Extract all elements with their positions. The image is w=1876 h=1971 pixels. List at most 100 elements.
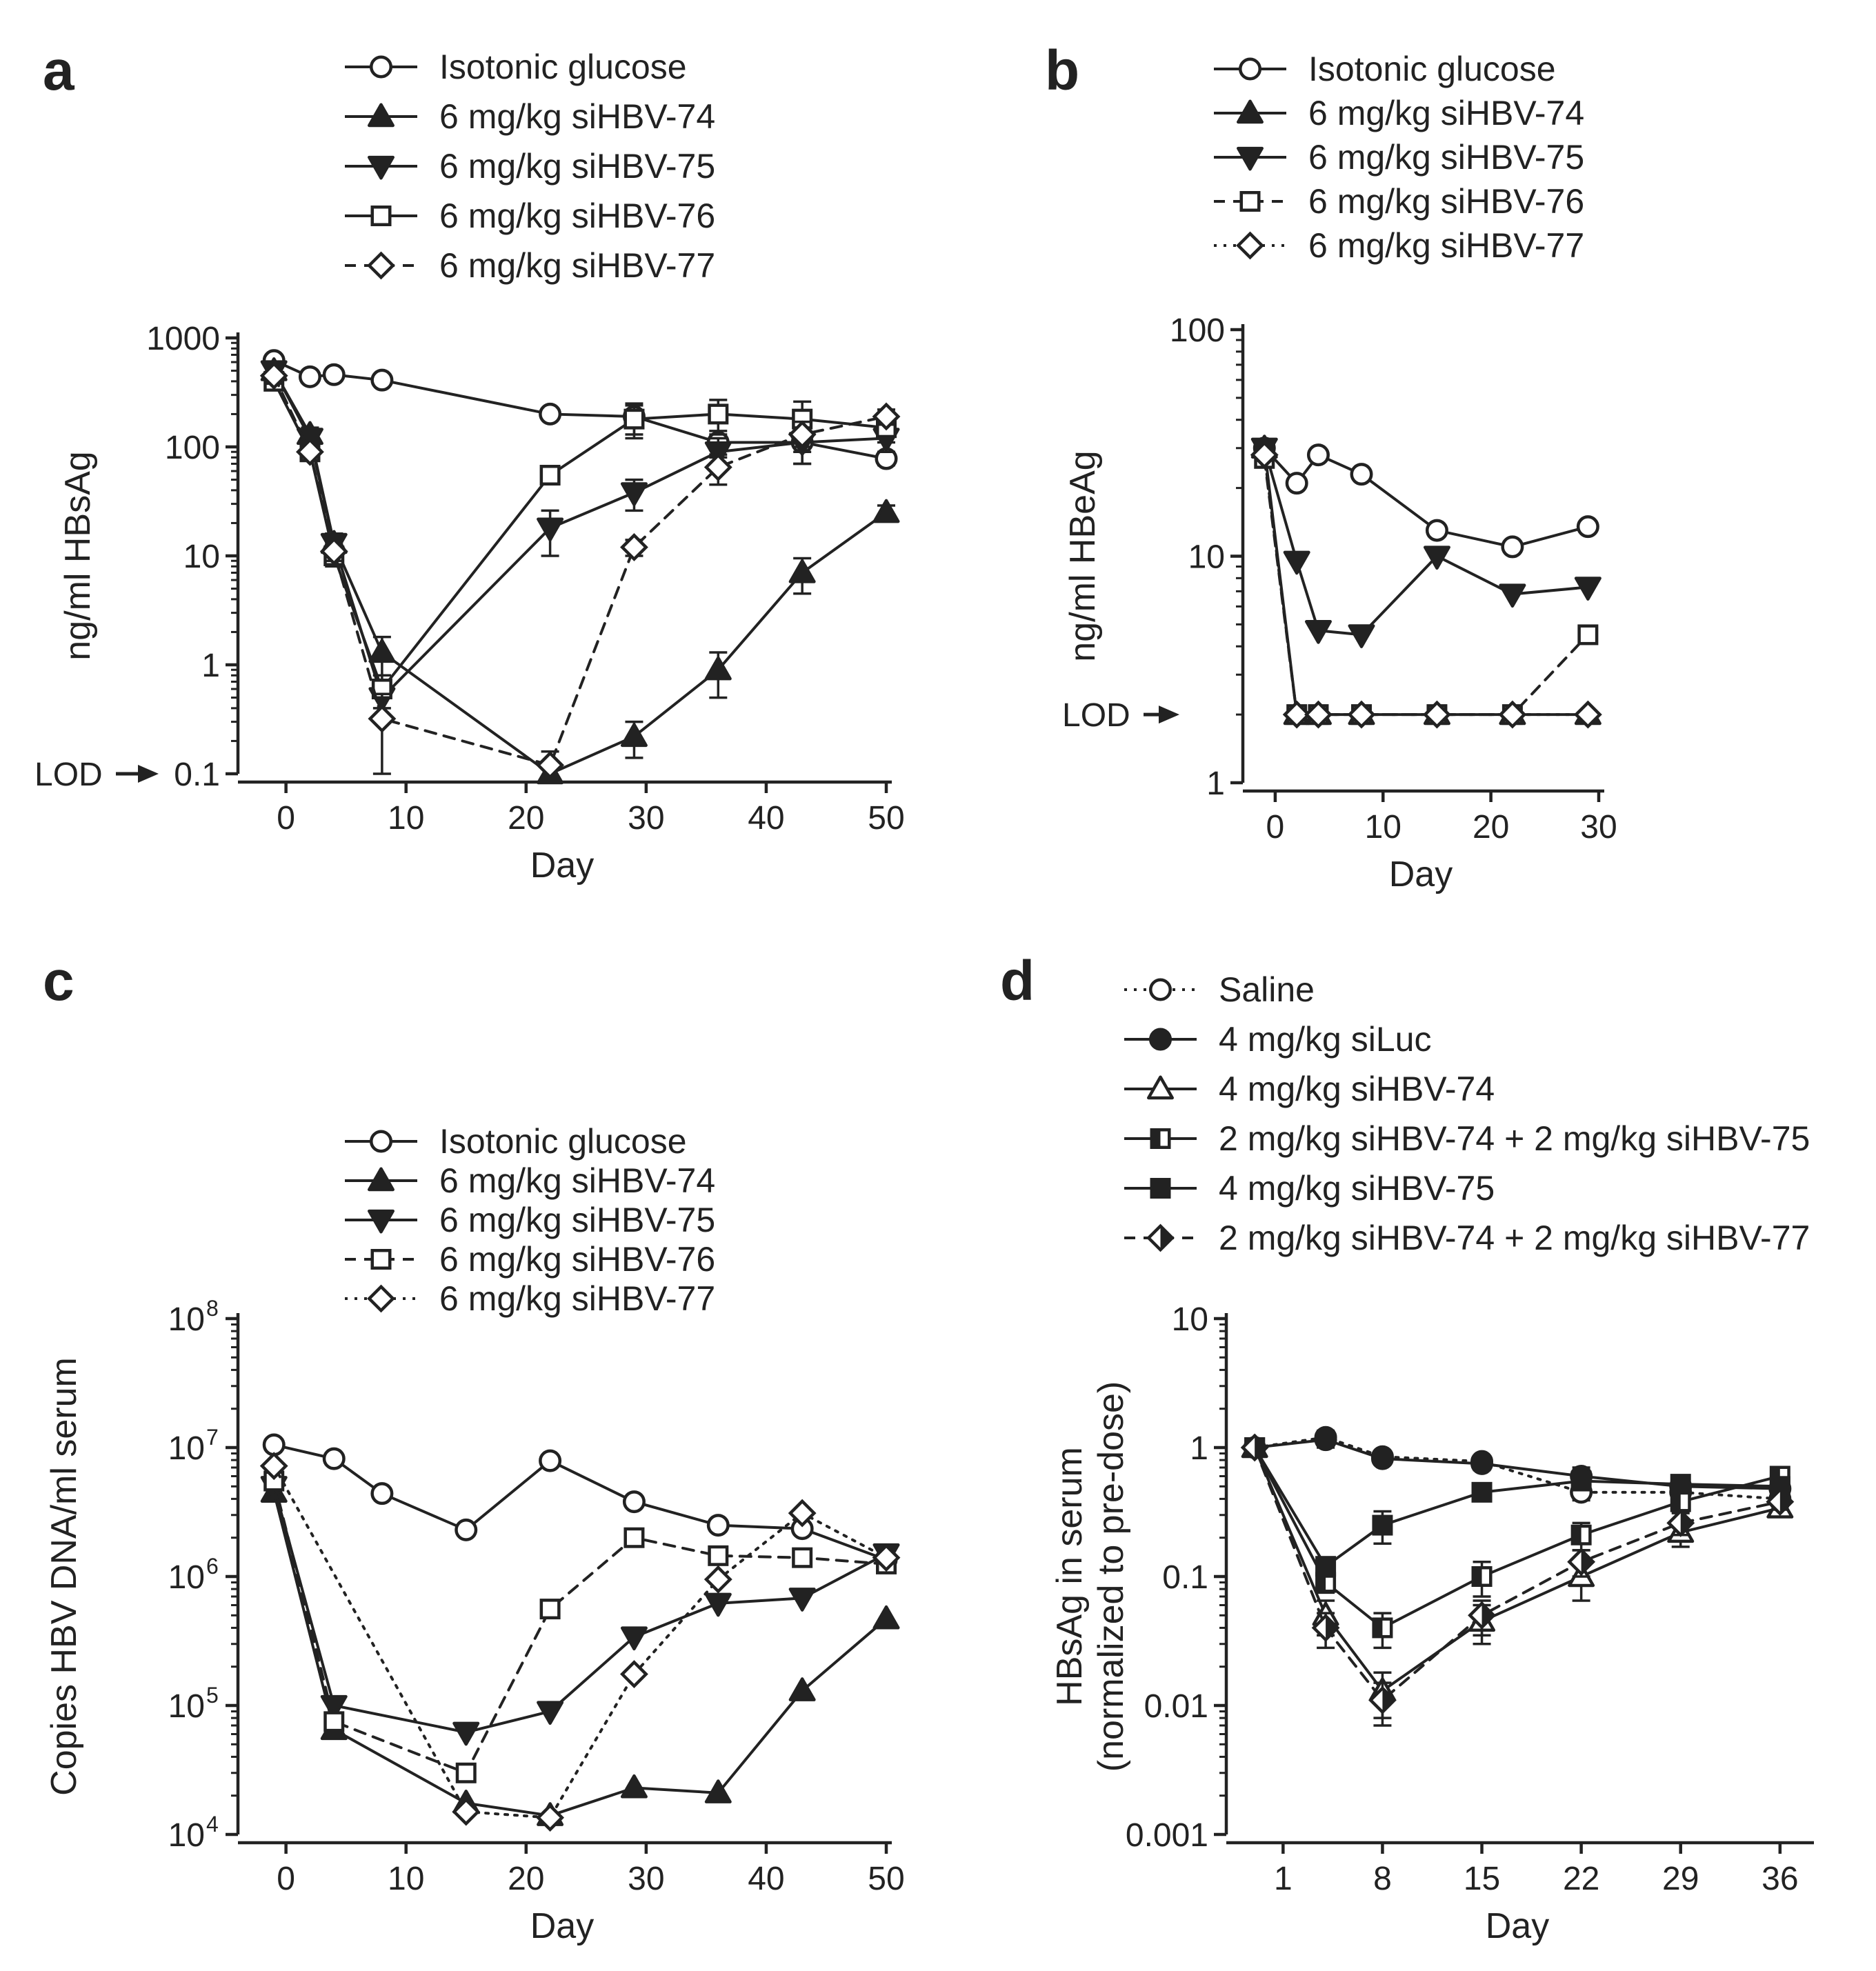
panel-a-legend-marker — [368, 103, 395, 128]
panel-c-data-point — [620, 1660, 648, 1688]
panel-d-y-axis-label-2: (normalized to pre-dose) — [1091, 1381, 1131, 1772]
panel-c-data-point — [872, 1543, 901, 1572]
panel-c-data-point — [788, 1588, 816, 1612]
panel-a-series-line — [272, 374, 888, 767]
panel-c-x-tick-label: 20 — [508, 1861, 544, 1897]
panel-c-data-point — [622, 1490, 646, 1514]
panel-a-plot: 0 10 20 30 40 50 0.1 1 10 100 1000 Day ng/ml HBsAg LO… — [34, 321, 905, 886]
panel-c-y-tick-exponent: 8 — [206, 1296, 219, 1321]
panel-a-label: a — [43, 39, 75, 102]
panel-d-y-tick-label: 1 — [1190, 1430, 1208, 1467]
panel-a-legend-label: 6 mg/kg siHBV-77 — [439, 246, 715, 285]
panel-c-data-point — [788, 1499, 817, 1528]
panel-d-legend-item: 2 mg/kg siHBV-74 + 2 mg/kg siHBV-77 — [1124, 1219, 1810, 1257]
panel-d-series-2-mg-kg-sihbv-74-2-mg-kg-sihbv-77 — [1240, 1433, 1795, 1727]
panel-c-data-point — [706, 1514, 730, 1537]
panel-c-series-line — [272, 1490, 888, 1817]
panel-b-legend-marker — [1239, 191, 1261, 212]
panel-a-legend-marker — [370, 55, 392, 79]
panel-d: d Saline 4 mg/kg siLuc 4 mg/kg siHBV-74 2 m… — [1000, 950, 1814, 1946]
panel-d-y-tick-label: 0.01 — [1144, 1688, 1208, 1725]
panel-a-x-tick-label: 50 — [868, 800, 904, 837]
panel-d-legend-marker — [1150, 1128, 1171, 1149]
panel-a-y-axis-label: ng/ml HBsAg — [58, 451, 98, 660]
panel-b-data-point — [1577, 624, 1599, 646]
panel-a-data-point — [704, 453, 732, 481]
panel-c-x-tick-label: 0 — [277, 1861, 295, 1897]
panel-a-legend-label: 6 mg/kg siHBV-75 — [439, 147, 715, 186]
panel-c-x-tick-label: 10 — [388, 1861, 424, 1897]
panel-a-x-axis-label: Day — [530, 846, 594, 886]
panel-a-y-tick-label: 1000 — [146, 321, 220, 357]
panel-c-data-point — [708, 1545, 729, 1566]
panel-c-y-tick-label: 10 — [168, 1559, 205, 1596]
panel-d-data-point — [1570, 1470, 1592, 1492]
panel-c-series-line — [272, 1479, 888, 1775]
panel-c-legend-item: 6 mg/kg siHBV-76 — [345, 1240, 715, 1279]
panel-c-legend-label: 6 mg/kg siHBV-74 — [439, 1161, 715, 1200]
panel-d-legend-label: Saline — [1219, 970, 1315, 1009]
panel-b-data-point — [1304, 620, 1332, 644]
panel-a-legend-marker — [370, 206, 392, 226]
panel-b-data-point — [1282, 700, 1311, 729]
panel-b-x-tick-label: 20 — [1473, 809, 1509, 846]
panel-b-data-point — [1499, 583, 1526, 608]
panel-b-data-point — [1425, 519, 1448, 542]
panel-b-legend-item: Isotonic glucose — [1214, 50, 1556, 88]
panel-c-data-point — [704, 1779, 732, 1803]
panel-a-x-tick-label: 40 — [748, 800, 784, 837]
panel-c-legend-label: 6 mg/kg siHBV-77 — [439, 1279, 715, 1318]
panel-b-data-point — [1498, 700, 1527, 729]
panel-b-data-point — [1250, 441, 1279, 470]
panel-a-data-point — [620, 533, 648, 561]
panel-b-data-point — [1283, 550, 1310, 575]
panel-d-legend: Saline 4 mg/kg siLuc 4 mg/kg siHBV-74 2 mg/… — [1124, 970, 1810, 1257]
panel-a-x-tick-label: 20 — [508, 800, 544, 837]
panel-c-data-point — [537, 1701, 564, 1725]
panel-d-legend-item: 4 mg/kg siHBV-74 — [1124, 1070, 1495, 1108]
panel-d-x-tick-label: 36 — [1762, 1861, 1798, 1897]
panel-c-data-point — [262, 1433, 286, 1457]
panel-d-legend-label: 4 mg/kg siHBV-75 — [1219, 1169, 1495, 1208]
panel-b-legend-label: 6 mg/kg siHBV-75 — [1308, 138, 1584, 177]
panel-c-y-tick-exponent: 5 — [206, 1683, 219, 1708]
panel-a-data-point — [872, 499, 900, 523]
panel-b-legend-marker — [1237, 99, 1264, 124]
panel-b-series-6-mg-kg-sihbv-77 — [1250, 441, 1602, 729]
panel-c-data-point — [539, 1599, 561, 1620]
panel-d-legend-item: 4 mg/kg siHBV-75 — [1124, 1169, 1495, 1208]
panel-c-x-tick-label: 50 — [868, 1861, 904, 1897]
panel-d-legend-marker — [1149, 1028, 1172, 1051]
panel-b-legend-marker — [1237, 146, 1264, 171]
panel-c-data-point — [704, 1592, 732, 1617]
panel-d-legend-item: Saline — [1124, 970, 1315, 1009]
panel-b-y-tick-label: 1 — [1206, 766, 1225, 802]
panel-c-y-tick-label: 10 — [168, 1430, 205, 1467]
panel-c-data-point — [704, 1565, 732, 1594]
panel-c-data-point — [623, 1527, 645, 1548]
panel-b-x-axis-label: Day — [1389, 854, 1453, 894]
panel-d-data-point — [1314, 1428, 1337, 1452]
panel-b-data-point — [1423, 700, 1451, 729]
panel-d-legend-label: 2 mg/kg siHBV-74 + 2 mg/kg siHBV-77 — [1219, 1219, 1810, 1257]
panel-d-data-point — [1240, 1433, 1269, 1462]
panel-a-data-point — [539, 402, 562, 426]
panel-c-data-point — [792, 1547, 813, 1568]
panel-d-plot: 1 8 15 22 29 36 0.001 0.01 0.1 1 10 Day HBsAg in ser… — [1050, 1301, 1814, 1946]
panel-a-data-point — [620, 723, 648, 748]
panel-c-label: c — [43, 950, 74, 1012]
panel-c-y-tick-exponent: 7 — [206, 1425, 219, 1450]
panel-a-lod-label: LOD — [34, 757, 103, 793]
panel-c-data-point — [322, 1447, 346, 1470]
panel-c-series-line — [272, 1485, 888, 1734]
panel-b-legend-item: 6 mg/kg siHBV-77 — [1214, 226, 1584, 265]
panel-a-data-point — [537, 517, 564, 542]
panel-b-legend-label: 6 mg/kg siHBV-77 — [1308, 226, 1584, 265]
panel-c-legend-item: 6 mg/kg siHBV-75 — [345, 1201, 715, 1239]
panel-d-x-axis-label: Day — [1486, 1906, 1549, 1946]
panel-b-legend-label: Isotonic glucose — [1308, 50, 1556, 88]
panel-c-data-point — [320, 1694, 348, 1719]
panel-d-y-tick-label: 0.1 — [1162, 1559, 1208, 1596]
